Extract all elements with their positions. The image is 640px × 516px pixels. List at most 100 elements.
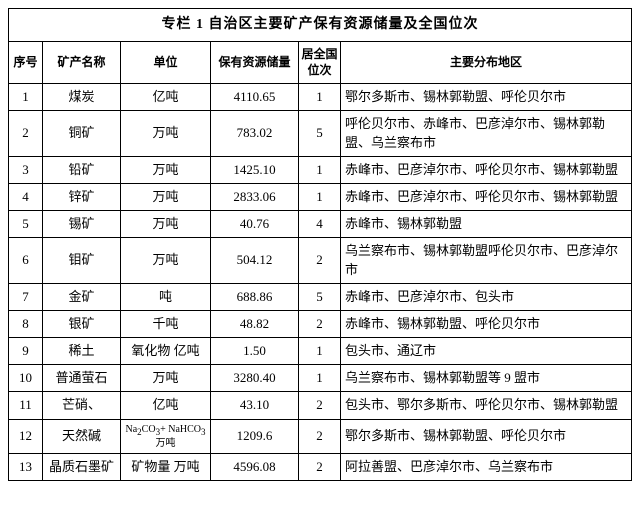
cell-seq: 4 (9, 183, 43, 210)
cell-rank: 4 (299, 211, 341, 238)
cell-name: 天然碱 (43, 419, 121, 453)
cell-seq: 10 (9, 365, 43, 392)
cell-value: 1209.6 (211, 419, 299, 453)
cell-value: 1.50 (211, 338, 299, 365)
cell-unit: 亿吨 (121, 84, 211, 111)
cell-unit: 吨 (121, 283, 211, 310)
cell-rank: 5 (299, 111, 341, 156)
cell-seq: 13 (9, 453, 43, 480)
table-body: 1煤炭亿吨4110.651鄂尔多斯市、锡林郭勒盟、呼伦贝尔市2铜矿万吨783.0… (9, 84, 632, 481)
cell-name: 铅矿 (43, 156, 121, 183)
cell-dist: 赤峰市、巴彦淖尔市、呼伦贝尔市、锡林郭勒盟 (341, 183, 632, 210)
table-row: 9稀土氧化物 亿吨1.501包头市、通辽市 (9, 338, 632, 365)
table-row: 5锡矿万吨40.764赤峰市、锡林郭勒盟 (9, 211, 632, 238)
table-header-row: 序号 矿产名称 单位 保有资源储量 居全国位次 主要分布地区 (9, 41, 632, 84)
cell-seq: 8 (9, 310, 43, 337)
cell-rank: 1 (299, 338, 341, 365)
col-dist: 主要分布地区 (341, 41, 632, 84)
cell-value: 4596.08 (211, 453, 299, 480)
cell-name: 铜矿 (43, 111, 121, 156)
col-name: 矿产名称 (43, 41, 121, 84)
cell-name: 银矿 (43, 310, 121, 337)
cell-dist: 乌兰察布市、锡林郭勒盟等 9 盟市 (341, 365, 632, 392)
cell-unit: 万吨 (121, 183, 211, 210)
cell-name: 钼矿 (43, 238, 121, 283)
cell-name: 锌矿 (43, 183, 121, 210)
table-row: 3铅矿万吨1425.101赤峰市、巴彦淖尔市、呼伦贝尔市、锡林郭勒盟 (9, 156, 632, 183)
cell-seq: 5 (9, 211, 43, 238)
cell-value: 688.86 (211, 283, 299, 310)
table-row: 7金矿吨688.865赤峰市、巴彦淖尔市、包头市 (9, 283, 632, 310)
minerals-table: 专栏 1 自治区主要矿产保有资源储量及全国位次 序号 矿产名称 单位 保有资源储… (8, 8, 632, 481)
cell-dist: 赤峰市、锡林郭勒盟 (341, 211, 632, 238)
cell-unit: 万吨 (121, 238, 211, 283)
cell-seq: 11 (9, 392, 43, 419)
cell-unit: 万吨 (121, 211, 211, 238)
cell-unit: 氧化物 亿吨 (121, 338, 211, 365)
table-row: 13晶质石墨矿矿物量 万吨4596.082阿拉善盟、巴彦淖尔市、乌兰察布市 (9, 453, 632, 480)
cell-dist: 赤峰市、锡林郭勒盟、呼伦贝尔市 (341, 310, 632, 337)
col-rank: 居全国位次 (299, 41, 341, 84)
table-row: 8银矿千吨48.822赤峰市、锡林郭勒盟、呼伦贝尔市 (9, 310, 632, 337)
cell-unit: 亿吨 (121, 392, 211, 419)
cell-unit: 万吨 (121, 156, 211, 183)
cell-rank: 1 (299, 84, 341, 111)
cell-seq: 12 (9, 419, 43, 453)
cell-value: 48.82 (211, 310, 299, 337)
cell-dist: 包头市、鄂尔多斯市、呼伦贝尔市、锡林郭勒盟 (341, 392, 632, 419)
cell-rank: 2 (299, 392, 341, 419)
cell-unit: Na2CO3+ NaHCO3万吨 (121, 419, 211, 453)
table-row: 10普通萤石万吨3280.401乌兰察布市、锡林郭勒盟等 9 盟市 (9, 365, 632, 392)
cell-rank: 1 (299, 183, 341, 210)
cell-rank: 2 (299, 238, 341, 283)
cell-value: 3280.40 (211, 365, 299, 392)
cell-unit: 万吨 (121, 365, 211, 392)
table-title: 专栏 1 自治区主要矿产保有资源储量及全国位次 (9, 9, 632, 42)
cell-name: 芒硝、 (43, 392, 121, 419)
cell-dist: 鄂尔多斯市、锡林郭勒盟、呼伦贝尔市 (341, 84, 632, 111)
cell-seq: 7 (9, 283, 43, 310)
cell-seq: 3 (9, 156, 43, 183)
cell-dist: 呼伦贝尔市、赤峰市、巴彦淖尔市、锡林郭勒盟、乌兰察布市 (341, 111, 632, 156)
cell-rank: 2 (299, 310, 341, 337)
cell-dist: 鄂尔多斯市、锡林郭勒盟、呼伦贝尔市 (341, 419, 632, 453)
cell-dist: 阿拉善盟、巴彦淖尔市、乌兰察布市 (341, 453, 632, 480)
cell-name: 金矿 (43, 283, 121, 310)
col-seq: 序号 (9, 41, 43, 84)
table-row: 12天然碱Na2CO3+ NaHCO3万吨1209.62鄂尔多斯市、锡林郭勒盟、… (9, 419, 632, 453)
cell-value: 4110.65 (211, 84, 299, 111)
cell-value: 2833.06 (211, 183, 299, 210)
col-value: 保有资源储量 (211, 41, 299, 84)
cell-rank: 1 (299, 365, 341, 392)
cell-name: 稀土 (43, 338, 121, 365)
cell-name: 普通萤石 (43, 365, 121, 392)
cell-rank: 2 (299, 419, 341, 453)
table-row: 11芒硝、亿吨43.102包头市、鄂尔多斯市、呼伦贝尔市、锡林郭勒盟 (9, 392, 632, 419)
cell-unit: 矿物量 万吨 (121, 453, 211, 480)
cell-value: 1425.10 (211, 156, 299, 183)
col-unit: 单位 (121, 41, 211, 84)
table-title-row: 专栏 1 自治区主要矿产保有资源储量及全国位次 (9, 9, 632, 42)
cell-seq: 2 (9, 111, 43, 156)
cell-dist: 包头市、通辽市 (341, 338, 632, 365)
cell-seq: 6 (9, 238, 43, 283)
cell-name: 煤炭 (43, 84, 121, 111)
cell-dist: 乌兰察布市、锡林郭勒盟呼伦贝尔市、巴彦淖尔市 (341, 238, 632, 283)
cell-name: 晶质石墨矿 (43, 453, 121, 480)
table-row: 6钼矿万吨504.122乌兰察布市、锡林郭勒盟呼伦贝尔市、巴彦淖尔市 (9, 238, 632, 283)
cell-dist: 赤峰市、巴彦淖尔市、包头市 (341, 283, 632, 310)
table-row: 4锌矿万吨2833.061赤峰市、巴彦淖尔市、呼伦贝尔市、锡林郭勒盟 (9, 183, 632, 210)
cell-unit: 千吨 (121, 310, 211, 337)
cell-seq: 1 (9, 84, 43, 111)
cell-value: 40.76 (211, 211, 299, 238)
cell-unit: 万吨 (121, 111, 211, 156)
cell-rank: 1 (299, 156, 341, 183)
cell-value: 783.02 (211, 111, 299, 156)
cell-dist: 赤峰市、巴彦淖尔市、呼伦贝尔市、锡林郭勒盟 (341, 156, 632, 183)
cell-rank: 5 (299, 283, 341, 310)
cell-value: 43.10 (211, 392, 299, 419)
table-row: 1煤炭亿吨4110.651鄂尔多斯市、锡林郭勒盟、呼伦贝尔市 (9, 84, 632, 111)
cell-name: 锡矿 (43, 211, 121, 238)
cell-rank: 2 (299, 453, 341, 480)
cell-seq: 9 (9, 338, 43, 365)
